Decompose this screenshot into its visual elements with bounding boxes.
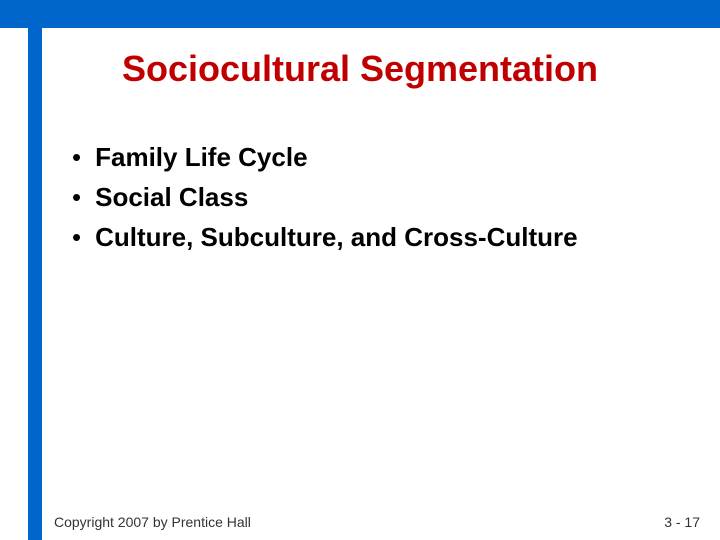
bullet-icon: • bbox=[72, 220, 81, 254]
bullet-text: Social Class bbox=[95, 180, 248, 214]
list-item: • Culture, Subculture, and Cross-Culture bbox=[72, 220, 692, 254]
slide-title: Sociocultural Segmentation bbox=[0, 48, 720, 90]
top-accent-bar bbox=[0, 0, 720, 28]
bullet-text: Family Life Cycle bbox=[95, 140, 307, 174]
bullet-icon: • bbox=[72, 140, 81, 174]
bullet-icon: • bbox=[72, 180, 81, 214]
bullet-list: • Family Life Cycle • Social Class • Cul… bbox=[72, 140, 692, 260]
list-item: • Social Class bbox=[72, 180, 692, 214]
bullet-text: Culture, Subculture, and Cross-Culture bbox=[95, 220, 578, 254]
copyright-text: Copyright 2007 by Prentice Hall bbox=[54, 514, 251, 530]
list-item: • Family Life Cycle bbox=[72, 140, 692, 174]
page-number: 3 - 17 bbox=[664, 514, 700, 530]
